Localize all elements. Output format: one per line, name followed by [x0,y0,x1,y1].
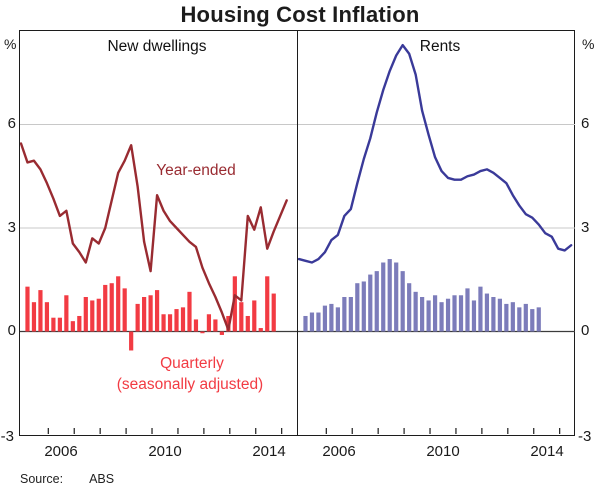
y-tick-left-0: 0 [7,322,16,339]
x-label-right-2006: 2006 [322,443,356,460]
y-tick-right-0: 0 [581,322,590,339]
right-panel-label: Rents [419,38,461,55]
source-label: Source: [20,472,64,486]
y-tick-left-m3: -3 [0,428,14,445]
x-label-left-2006: 2006 [44,443,78,460]
y-tick-right-m3: -3 [578,428,592,445]
x-label-right-2010: 2010 [426,443,460,460]
x-label-right-2014: 2014 [530,443,564,460]
source-note: Source: ABS [20,472,114,486]
y-axis-unit-right: % [582,36,595,52]
y-axis-unit-left: % [4,36,17,52]
quarterly-series-label: Quarterly [160,355,224,372]
source-value: ABS [89,472,115,486]
panel-divider [296,31,299,435]
left-panel-plot [20,124,297,434]
x-label-left-2014: 2014 [252,443,286,460]
x-label-left-2010: 2010 [148,443,182,460]
left-panel-label: New dwellings [107,38,207,55]
y-tick-right-3: 3 [581,219,590,236]
right-panel-plot [298,43,575,434]
y-tick-left-6: 6 [7,115,16,132]
chart-title: Housing Cost Inflation [180,2,420,27]
y-tick-left-3: 3 [7,219,16,236]
seasonally-adjusted-label: (seasonally adjusted) [116,376,264,393]
plot-frame [19,30,575,436]
y-tick-right-6: 6 [581,115,590,132]
year-ended-series-label: Year-ended [156,162,236,179]
